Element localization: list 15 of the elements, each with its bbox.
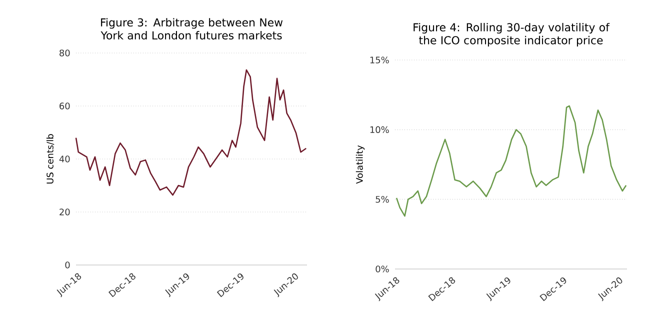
y-tick-label: 40	[59, 156, 70, 162]
y-tick-label: 80	[60, 50, 70, 56]
y-tick-label: 0	[65, 262, 70, 268]
y-tick-label: 20	[60, 208, 70, 216]
y-tick-label: 0%	[376, 266, 389, 272]
y-axis-title: US cents/lb	[46, 134, 54, 184]
y-axis-title: Volatility	[356, 145, 365, 184]
chart-title: Figure 3: Arbitrage between New York and London futures markets	[100, 18, 283, 40]
y-tick-label: 5%	[376, 196, 389, 203]
line-series	[75, 69, 307, 196]
line-series	[396, 105, 627, 217]
y-tick-label: 15%	[370, 56, 389, 64]
y-tick-label: 10%	[370, 126, 389, 134]
chart-title: Figure 4: Rolling 30-day volatility of the ICO composite indicator price	[414, 22, 610, 47]
y-tick-label: 60	[60, 102, 70, 110]
